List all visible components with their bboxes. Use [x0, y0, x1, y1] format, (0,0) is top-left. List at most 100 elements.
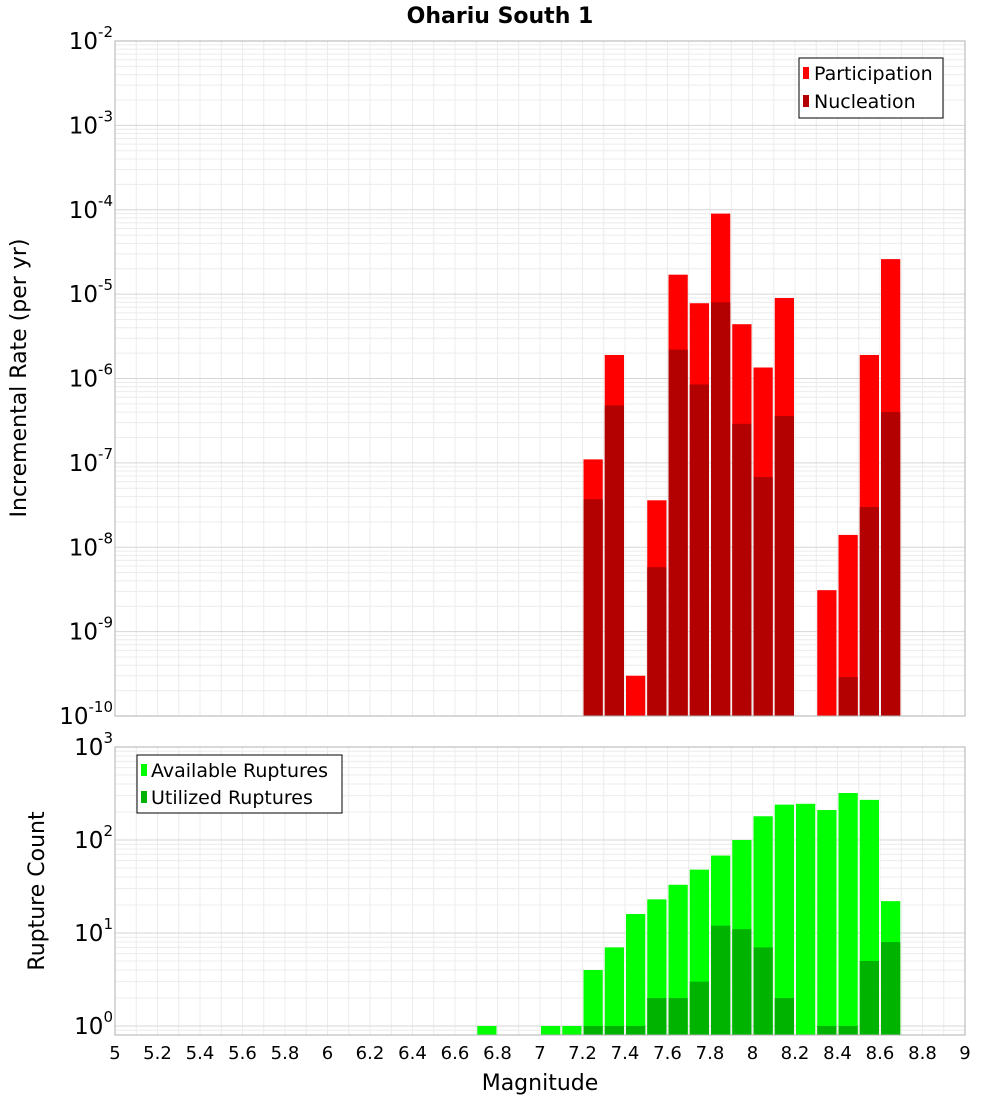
nucleation-bar	[647, 567, 667, 716]
participation-bar	[838, 534, 858, 716]
nucleation-bar	[668, 349, 688, 716]
bottom-y-axis-label: Rupture Count	[25, 811, 50, 971]
participation-bar	[626, 675, 646, 716]
top-legend: Participation Nucleation	[798, 57, 944, 119]
y-tick-label: 10-6	[69, 361, 113, 393]
available-ruptures-bar	[562, 1025, 582, 1035]
x-tick-label: 9	[959, 1043, 970, 1064]
x-tick-label: 5	[109, 1043, 120, 1064]
available-ruptures-bar	[817, 810, 837, 1035]
available-ruptures-bar	[668, 884, 688, 1035]
utilized-ruptures-bar	[604, 1025, 624, 1035]
x-tick-label: 6.2	[356, 1043, 385, 1064]
bottom-y-ticks: 100 101 102 103	[74, 729, 113, 1040]
x-axis-label: Magnitude	[482, 1071, 599, 1096]
utilized-ruptures-bar	[583, 1025, 603, 1035]
nucleation-bar	[881, 412, 901, 716]
bottom-legend-box	[136, 754, 343, 814]
x-tick-label: 8.2	[781, 1043, 810, 1064]
y-tick-label: 10-8	[69, 529, 113, 561]
nucleation-bar	[604, 405, 624, 716]
nucleation-legend-swatch	[803, 95, 809, 107]
utilized-ruptures-bar	[732, 929, 752, 1035]
x-tick-label: 8.6	[866, 1043, 895, 1064]
x-tick-label: 5.2	[143, 1043, 172, 1064]
bottom-plot: 100 101 102 103 5 5.2 5.4 5.6 5.8 6 6.2 6.4 6.6 6.8 7…	[25, 729, 971, 1096]
utilized-ruptures-bar	[626, 1025, 646, 1035]
nucleation-bar	[689, 384, 709, 716]
utilized-ruptures-bar	[711, 925, 731, 1035]
nucleation-bar	[859, 506, 879, 716]
y-tick-label: 10-5	[69, 276, 113, 308]
x-tick-label: 8	[747, 1043, 758, 1064]
available-ruptures-bar	[477, 1025, 497, 1035]
available-legend-label: Available Ruptures	[151, 760, 328, 782]
utilized-ruptures-bar	[668, 997, 688, 1035]
top-y-axis-label: Incremental Rate (per yr)	[7, 239, 32, 518]
y-tick-label: 102	[74, 822, 113, 854]
x-tick-label: 7	[534, 1043, 545, 1064]
utilized-ruptures-bar	[838, 1025, 858, 1035]
y-tick-label: 10-9	[69, 614, 113, 646]
y-tick-label: 10-3	[69, 107, 113, 139]
utilized-ruptures-bar	[817, 1025, 837, 1035]
x-tick-label: 6	[322, 1043, 333, 1064]
available-ruptures-bar	[583, 969, 603, 1035]
top-bars	[583, 213, 901, 717]
nucleation-bar	[732, 423, 752, 716]
x-tick-label: 7.8	[696, 1043, 725, 1064]
x-tick-label: 8.8	[908, 1043, 937, 1064]
top-plot: 10-10 10-9 10-8 10-7 10-6 10-5 10-4 10-3 10-2 In…	[7, 23, 966, 730]
x-tick-label: 8.4	[823, 1043, 852, 1064]
x-tick-label: 6.8	[483, 1043, 512, 1064]
available-ruptures-bar	[838, 793, 858, 1035]
utilized-legend-label: Utilized Ruptures	[151, 787, 313, 809]
utilized-ruptures-bar	[881, 942, 901, 1035]
x-tick-label: 5.8	[271, 1043, 300, 1064]
y-tick-label: 10-7	[69, 445, 113, 477]
x-tick-label: 5.6	[228, 1043, 257, 1064]
x-tick-label: 6.4	[398, 1043, 427, 1064]
top-grid	[115, 40, 965, 717]
available-ruptures-bar	[774, 804, 794, 1035]
participation-legend-swatch	[803, 67, 809, 79]
utilized-ruptures-bar	[859, 960, 879, 1035]
bottom-plot-border	[114, 746, 966, 1036]
y-tick-label: 10-4	[69, 192, 113, 224]
utilized-ruptures-bar	[753, 947, 773, 1035]
participation-bar	[817, 590, 837, 716]
available-ruptures-bar	[626, 914, 646, 1035]
utilized-ruptures-bar	[774, 997, 794, 1035]
y-tick-label: 10-10	[59, 698, 113, 730]
bottom-bars	[477, 793, 901, 1035]
nucleation-bar	[583, 499, 603, 716]
x-tick-label: 6.6	[441, 1043, 470, 1064]
nucleation-bar	[838, 676, 858, 716]
utilized-ruptures-bar	[647, 997, 667, 1035]
utilized-ruptures-bar	[689, 981, 709, 1035]
participation-legend-label: Participation	[814, 63, 933, 85]
y-tick-label: 101	[74, 915, 113, 947]
top-y-ticks: 10-10 10-9 10-8 10-7 10-6 10-5 10-4 10-3 10-2	[59, 23, 113, 730]
available-ruptures-bar	[541, 1025, 561, 1035]
x-ticks: 5 5.2 5.4 5.6 5.8 6 6.2 6.4 6.6 6.8 7 7.2 7.4 7.6 7.8 8…	[109, 1043, 970, 1064]
nucleation-bar	[711, 302, 731, 716]
utilized-legend-swatch	[141, 791, 147, 803]
y-tick-label: 10-2	[69, 23, 113, 55]
nucleation-legend-label: Nucleation	[814, 91, 916, 113]
x-tick-label: 7.2	[568, 1043, 597, 1064]
available-legend-swatch	[141, 764, 147, 776]
available-ruptures-bar	[796, 803, 816, 1035]
x-tick-label: 5.4	[186, 1043, 215, 1064]
nucleation-bar	[753, 477, 773, 716]
y-tick-label: 103	[74, 729, 113, 761]
x-tick-label: 7.4	[611, 1043, 640, 1064]
top-plot-border	[114, 40, 966, 717]
nucleation-bar	[774, 415, 794, 716]
available-ruptures-bar	[604, 947, 624, 1035]
bottom-legend: Available Ruptures Utilized Ruptures	[136, 754, 343, 814]
y-tick-label: 100	[74, 1008, 113, 1040]
top-legend-box	[798, 57, 944, 119]
chart-title: Ohariu South 1	[407, 4, 594, 29]
